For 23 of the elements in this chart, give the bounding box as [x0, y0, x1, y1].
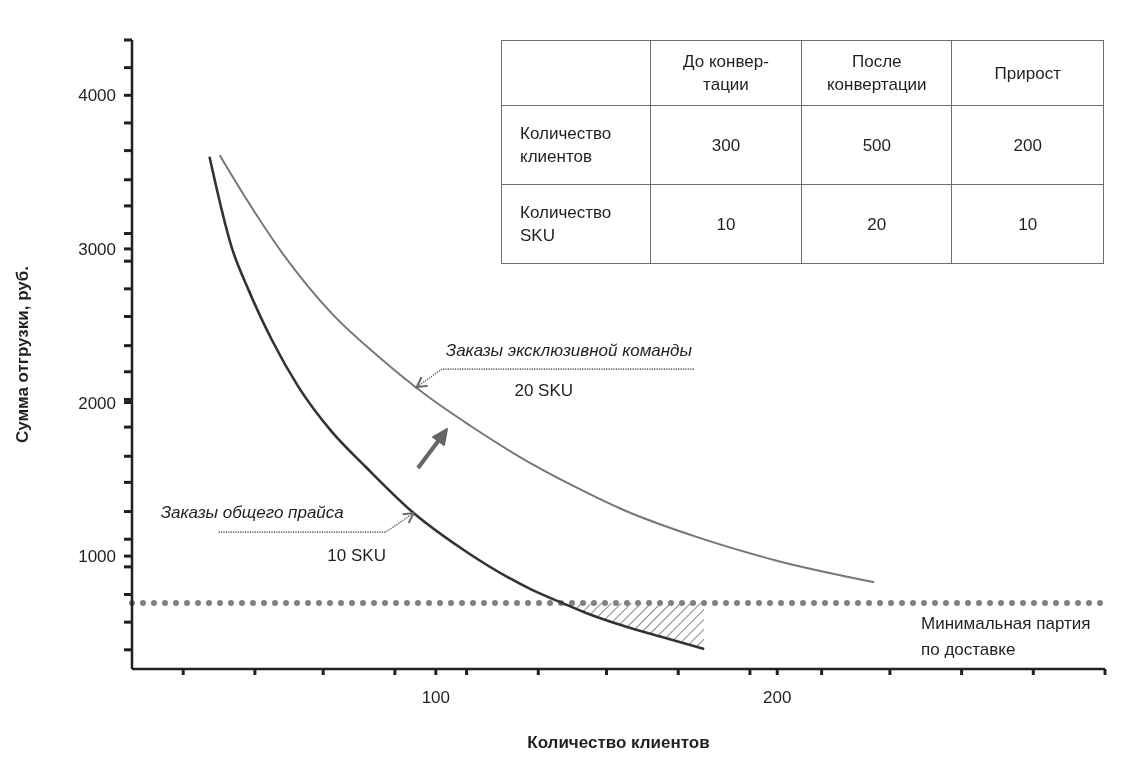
data-label: 200 [951, 105, 1104, 185]
y-tick-label: 4000 [78, 86, 116, 106]
annotation: 20 SKU [514, 381, 574, 401]
annotation: 10 SKU [327, 546, 386, 566]
data-label: 10 [951, 184, 1104, 264]
y-tick-label: 3000 [78, 239, 116, 259]
category-label: Количество SKU [501, 184, 651, 264]
y-tick-label: 1000 [78, 547, 116, 567]
series-label: До конвер- тации [650, 40, 802, 106]
text: Прирост [951, 40, 1104, 106]
y-tick-label: 2000 [78, 393, 116, 413]
annotation: Заказы эксклюзивной команды [445, 341, 693, 361]
text: После конвертации [801, 40, 952, 106]
data-label: 10 [650, 184, 802, 264]
annotation: Заказы общего прайса [160, 503, 344, 523]
data-label: 500 [801, 105, 952, 185]
x-tick-label: 100 [421, 688, 451, 707]
x-axis-title: Количество клиентов [527, 733, 710, 752]
category-label: Количество клиентов [501, 105, 651, 185]
ref-line-label: Минимальная партия по доставке [921, 613, 1091, 659]
data-label: 300 [650, 105, 802, 185]
data-label: 20 [801, 184, 952, 264]
y-axis-title: Сумма отгрузки, руб. [13, 265, 33, 444]
